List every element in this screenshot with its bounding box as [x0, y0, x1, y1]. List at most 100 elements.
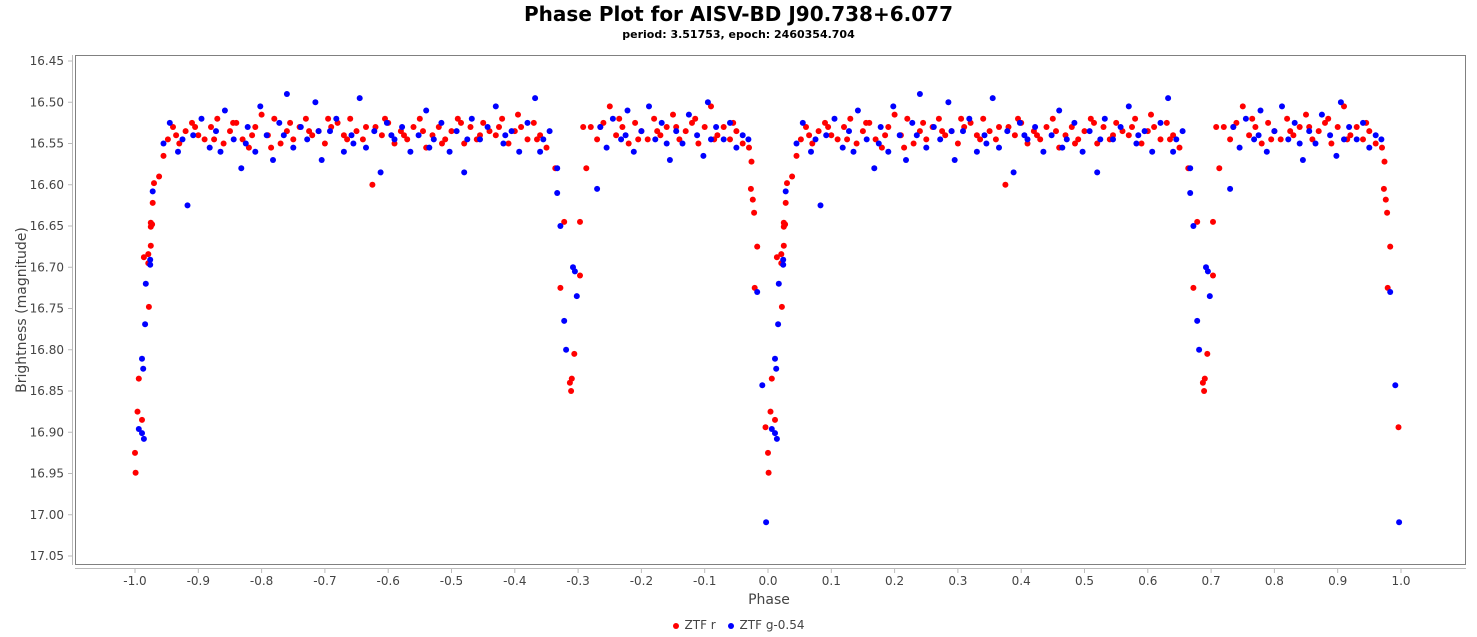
- data-point: [1303, 111, 1309, 118]
- data-point: [176, 140, 183, 147]
- data-point: [878, 144, 885, 151]
- data-point: [499, 115, 506, 122]
- data-point: [983, 140, 990, 147]
- data-point: [454, 115, 461, 122]
- data-point: [644, 136, 651, 143]
- data-point: [190, 132, 197, 139]
- data-point: [290, 144, 297, 151]
- data-point: [537, 148, 544, 155]
- data-point: [1327, 132, 1334, 139]
- data-point: [780, 223, 787, 230]
- data-point: [1322, 119, 1328, 126]
- data-point: [739, 140, 746, 147]
- data-point: [239, 136, 246, 143]
- x-tick-label: -0.3: [566, 574, 589, 588]
- data-point: [270, 157, 276, 163]
- data-point: [1149, 148, 1156, 155]
- data-point: [201, 136, 208, 143]
- data-point: [1387, 243, 1394, 250]
- data-point: [1059, 144, 1066, 151]
- chart-subtitle: period: 3.51753, epoch: 2460354.704: [622, 28, 855, 41]
- data-point: [139, 416, 145, 423]
- data-point: [1194, 317, 1201, 324]
- y-tick-label: 16.45: [30, 54, 64, 68]
- data-point: [1210, 218, 1216, 225]
- data-point: [1094, 140, 1101, 147]
- data-point: [147, 261, 154, 268]
- x-tick-label: 0.9: [1328, 574, 1347, 588]
- data-point: [765, 469, 772, 476]
- data-point: [242, 140, 249, 147]
- data-point: [1179, 128, 1186, 135]
- data-point: [561, 218, 568, 225]
- data-point: [1381, 158, 1388, 165]
- data-point: [563, 346, 570, 353]
- data-point: [751, 209, 758, 216]
- data-point: [189, 119, 195, 126]
- data-point: [632, 119, 639, 126]
- data-point: [1129, 124, 1135, 130]
- data-point: [977, 136, 984, 143]
- data-point: [173, 132, 180, 139]
- data-point: [981, 132, 988, 139]
- data-point: [834, 136, 841, 143]
- data-point: [618, 136, 625, 143]
- data-point: [383, 119, 390, 126]
- data-point: [230, 119, 237, 126]
- data-point: [175, 148, 181, 155]
- data-point: [245, 144, 252, 151]
- data-point: [789, 173, 796, 180]
- data-point: [1233, 119, 1240, 126]
- data-point: [580, 124, 587, 130]
- data-point: [1227, 136, 1234, 143]
- data-point: [280, 132, 287, 139]
- data-point: [1328, 140, 1335, 147]
- data-point: [208, 124, 214, 130]
- data-point: [948, 128, 955, 135]
- data-point: [1204, 268, 1211, 275]
- data-point: [426, 144, 433, 151]
- data-point: [359, 136, 366, 143]
- data-point: [211, 136, 218, 143]
- data-point: [532, 95, 539, 102]
- data-point: [654, 128, 661, 135]
- data-point: [625, 140, 632, 147]
- data-point: [1213, 124, 1220, 130]
- data-point: [765, 449, 771, 456]
- data-point: [214, 115, 221, 122]
- data-point: [230, 136, 237, 143]
- data-point: [1157, 136, 1164, 143]
- data-point: [935, 115, 942, 122]
- data-point: [1366, 144, 1373, 151]
- data-point: [1201, 375, 1208, 382]
- data-point: [327, 128, 333, 135]
- data-point: [198, 115, 205, 122]
- data-point: [882, 132, 889, 139]
- data-point: [727, 136, 733, 143]
- data-point: [1132, 115, 1139, 122]
- data-point: [344, 136, 351, 143]
- data-point: [841, 124, 847, 130]
- data-point: [666, 157, 673, 163]
- data-point: [480, 119, 487, 126]
- data-point: [461, 140, 468, 147]
- data-point: [446, 148, 453, 155]
- data-point: [448, 128, 455, 135]
- data-point: [700, 152, 707, 159]
- data-point: [306, 128, 313, 135]
- data-point: [806, 132, 813, 139]
- data-point: [468, 115, 475, 122]
- data-point: [808, 148, 814, 155]
- data-point: [890, 103, 897, 110]
- data-point: [244, 124, 251, 130]
- data-point: [1291, 119, 1298, 126]
- data-point: [577, 272, 583, 279]
- data-point: [496, 124, 502, 130]
- x-tick-label: -0.7: [313, 574, 336, 588]
- data-point: [739, 132, 746, 139]
- data-point: [823, 132, 830, 139]
- data-point: [1306, 124, 1313, 130]
- data-point: [638, 128, 645, 135]
- data-point: [1353, 124, 1360, 130]
- data-point: [903, 157, 909, 163]
